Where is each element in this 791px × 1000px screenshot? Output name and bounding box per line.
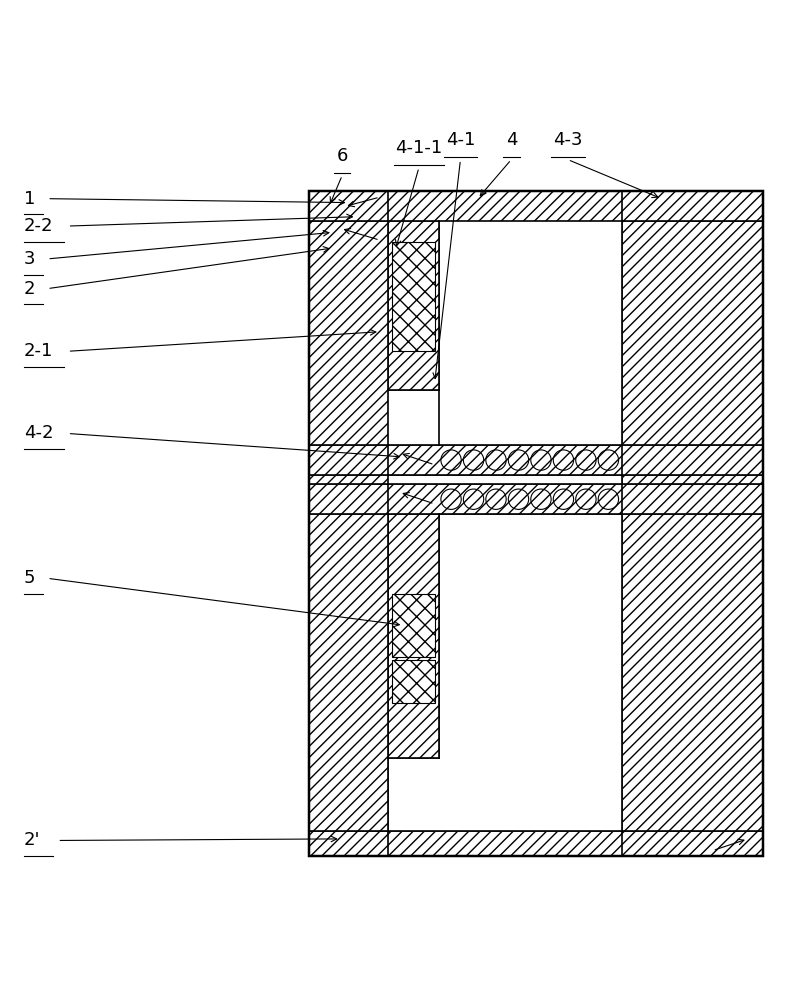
Text: 6: 6	[337, 147, 348, 165]
Bar	[392, 242, 434, 351]
Text: 4: 4	[505, 131, 517, 149]
Bar	[309, 221, 388, 831]
Text: 2': 2'	[24, 831, 40, 849]
Text: 4-2: 4-2	[24, 424, 53, 442]
Bar	[388, 221, 623, 445]
Bar	[388, 475, 623, 484]
Text: 2-1: 2-1	[24, 342, 53, 360]
Text: 2-2: 2-2	[24, 217, 53, 235]
Text: 5: 5	[24, 569, 36, 587]
Text: 3: 3	[24, 250, 36, 268]
Bar	[309, 191, 763, 221]
Bar	[309, 484, 763, 514]
Bar	[388, 514, 438, 758]
Bar	[392, 660, 434, 703]
Text: 4-3: 4-3	[553, 131, 582, 149]
Bar	[309, 445, 763, 475]
Bar	[623, 221, 763, 831]
Bar	[438, 514, 623, 831]
Bar	[388, 221, 438, 390]
Bar	[438, 221, 623, 445]
Bar	[309, 191, 763, 856]
Text: 4-1: 4-1	[446, 131, 475, 149]
Bar	[392, 594, 434, 657]
Text: 1: 1	[24, 190, 35, 208]
Bar	[309, 831, 763, 856]
Text: 4-1-1: 4-1-1	[396, 139, 443, 157]
Text: 2: 2	[24, 280, 36, 298]
